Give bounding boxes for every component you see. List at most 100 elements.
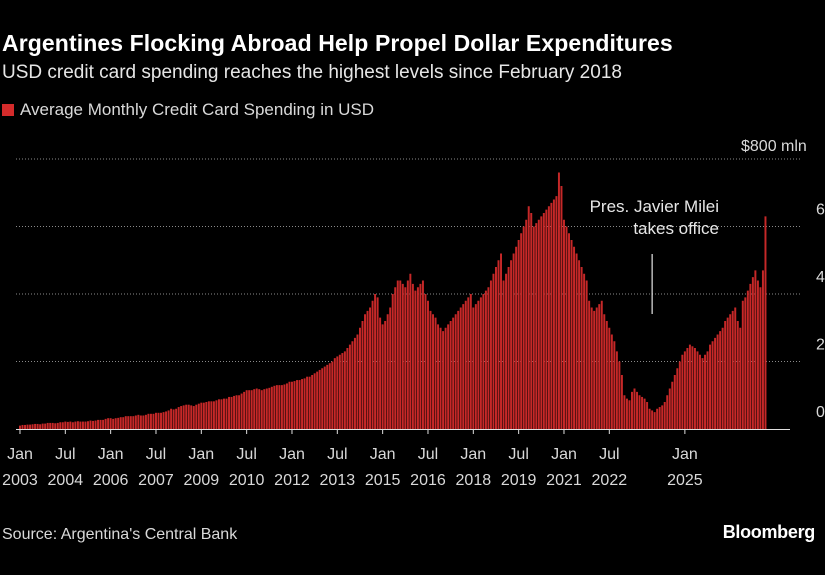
bar xyxy=(326,364,329,429)
bar xyxy=(223,398,225,429)
bar xyxy=(416,287,419,429)
bar xyxy=(56,422,59,429)
bar xyxy=(258,389,261,429)
x-tick-label: Jan xyxy=(188,446,214,463)
bar xyxy=(668,388,671,429)
bar xyxy=(487,287,490,429)
x-tick-label: Jul xyxy=(508,446,528,463)
bar xyxy=(409,273,412,429)
annotation-text: takes office xyxy=(633,219,719,238)
bar xyxy=(608,327,611,429)
bar xyxy=(303,378,306,429)
bar xyxy=(240,393,243,429)
bar xyxy=(638,395,641,429)
bar xyxy=(590,307,593,429)
x-tick-year: 2021 xyxy=(546,472,582,489)
bar xyxy=(89,420,92,429)
bar xyxy=(217,399,220,429)
bar xyxy=(399,280,402,429)
bar xyxy=(391,294,394,429)
bar xyxy=(495,267,497,429)
bar xyxy=(127,416,130,429)
bar xyxy=(109,418,112,429)
bar xyxy=(568,233,571,429)
bar xyxy=(555,196,558,429)
bar xyxy=(535,223,538,429)
bar xyxy=(379,317,382,429)
x-tick-year: 2004 xyxy=(48,472,84,489)
bar xyxy=(301,379,304,429)
bar xyxy=(643,398,646,429)
bar xyxy=(560,186,563,429)
bar xyxy=(41,423,44,429)
bar xyxy=(79,421,82,429)
bar xyxy=(114,418,117,429)
bar xyxy=(484,290,487,429)
bar xyxy=(253,389,256,429)
bar xyxy=(228,396,231,429)
y-axis: 0 200 400 600 $800 mln xyxy=(741,138,825,421)
bar xyxy=(137,414,140,429)
bar xyxy=(230,396,233,429)
legend: Average Monthly Credit Card Spending in … xyxy=(2,100,374,120)
x-tick-label: Jan xyxy=(7,446,33,463)
bar xyxy=(532,226,535,429)
bar xyxy=(366,310,369,429)
bar xyxy=(688,344,691,429)
bar xyxy=(36,423,39,429)
bar xyxy=(452,317,455,429)
bar xyxy=(648,408,651,429)
bar xyxy=(102,419,105,429)
bar xyxy=(278,385,281,429)
bar xyxy=(386,314,389,429)
brand-logo: Bloomberg xyxy=(722,522,816,542)
bar xyxy=(764,216,767,429)
bar xyxy=(628,400,631,429)
bar xyxy=(84,421,87,429)
bar xyxy=(545,209,548,429)
y-tick-label: 200 xyxy=(816,337,825,354)
bar xyxy=(283,384,286,429)
chart-title: Argentines Flocking Abroad Help Propel D… xyxy=(2,30,673,56)
bar xyxy=(220,399,223,429)
bar xyxy=(598,304,601,429)
x-tick-label: Jan xyxy=(98,446,124,463)
bar xyxy=(124,416,127,429)
bar xyxy=(739,327,742,429)
bar xyxy=(759,287,762,429)
bar xyxy=(653,412,656,429)
bar xyxy=(348,344,351,429)
bar xyxy=(588,300,591,429)
bar xyxy=(620,375,623,429)
bar xyxy=(351,341,354,429)
source-note: Source: Argentina's Central Bank xyxy=(2,526,238,543)
y-tick-label: 400 xyxy=(816,269,825,286)
bar xyxy=(404,287,407,429)
bar xyxy=(293,381,296,429)
bar xyxy=(424,294,427,429)
bar xyxy=(749,283,752,429)
bar xyxy=(633,388,636,429)
bar xyxy=(676,368,679,429)
bar xyxy=(736,321,739,429)
bar xyxy=(686,348,689,429)
bar xyxy=(709,344,712,429)
bar xyxy=(754,270,757,429)
bar xyxy=(615,351,618,429)
bar xyxy=(406,280,409,429)
bar xyxy=(459,307,462,429)
bar xyxy=(122,417,125,429)
bar xyxy=(306,376,309,429)
bar xyxy=(343,351,346,429)
bar xyxy=(162,412,165,429)
x-tick-label: Jan xyxy=(551,446,577,463)
bar xyxy=(139,415,142,429)
bar xyxy=(66,421,69,429)
bar xyxy=(678,361,681,429)
bar xyxy=(117,417,120,429)
bar xyxy=(144,414,147,429)
bar xyxy=(356,334,359,429)
bar xyxy=(396,280,399,429)
bar xyxy=(547,206,550,429)
bar xyxy=(197,403,200,429)
